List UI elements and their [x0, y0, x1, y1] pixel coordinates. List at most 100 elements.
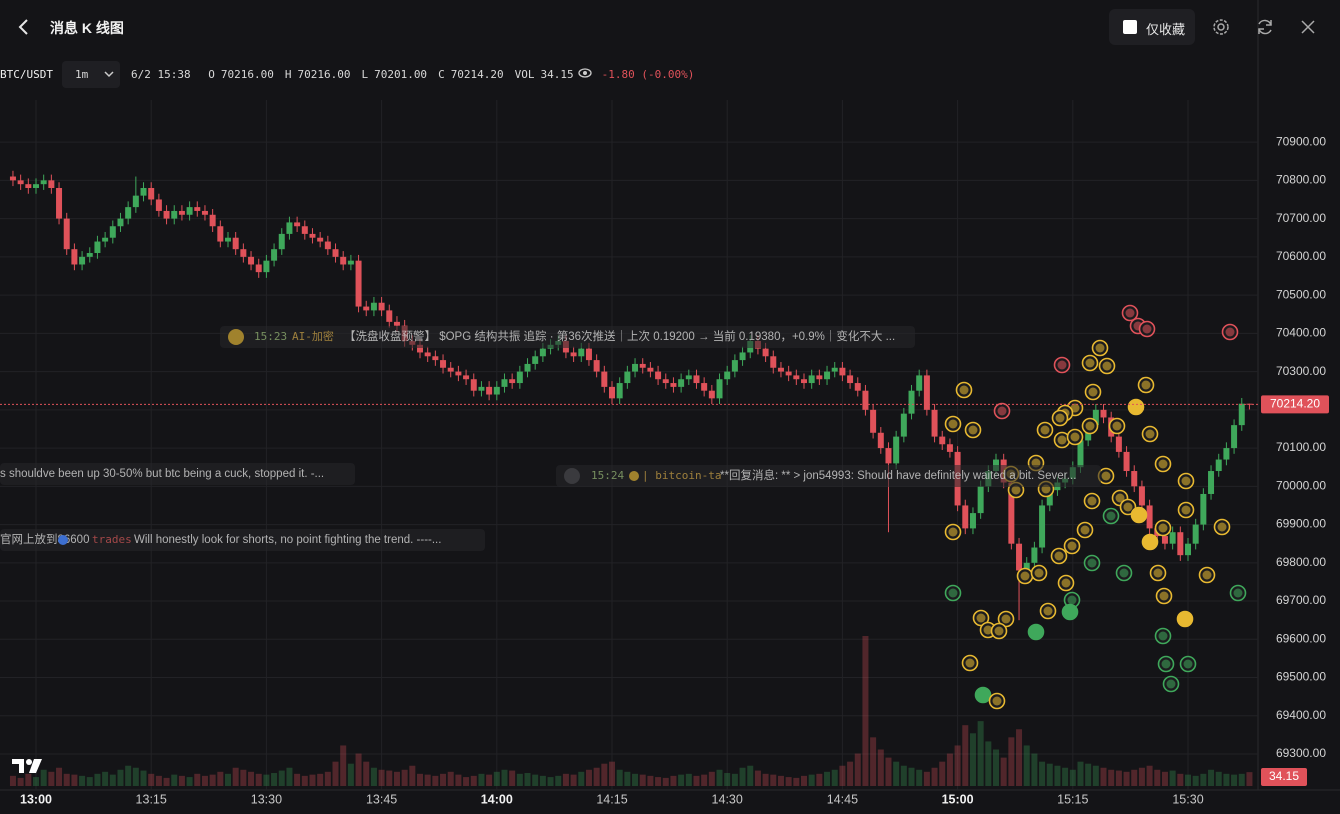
- news-marker[interactable]: [1102, 507, 1120, 525]
- candle-body: [232, 237, 239, 250]
- news-marker[interactable]: [1036, 421, 1054, 439]
- volume-bar: [724, 773, 731, 786]
- news-marker[interactable]: [1084, 383, 1102, 401]
- news-marker[interactable]: [1061, 603, 1079, 621]
- volume-bar: [1046, 763, 1053, 786]
- news-marker[interactable]: [1137, 376, 1155, 394]
- candle-body: [1169, 532, 1176, 544]
- news-marker[interactable]: [1141, 533, 1159, 551]
- news-marker[interactable]: [1076, 521, 1094, 539]
- y-tick-label: 69800.00: [1276, 555, 1326, 569]
- news-marker[interactable]: [944, 523, 962, 541]
- candle-body: [1092, 409, 1099, 426]
- news-marker[interactable]: [1091, 339, 1109, 357]
- news-marker[interactable]: [974, 686, 992, 704]
- legend-value: 70216.00: [297, 68, 351, 81]
- news-marker[interactable]: [955, 381, 973, 399]
- news-marker[interactable]: [1157, 655, 1175, 673]
- news-marker[interactable]: [1130, 506, 1148, 524]
- news-marker[interactable]: [1050, 547, 1068, 565]
- news-marker[interactable]: [1081, 417, 1099, 435]
- news-marker[interactable]: [988, 692, 1006, 710]
- volume-bar: [209, 774, 216, 786]
- candle-body: [493, 386, 500, 395]
- news-marker[interactable]: [1053, 431, 1071, 449]
- news-marker[interactable]: [1229, 584, 1247, 602]
- news-marker[interactable]: [1154, 627, 1172, 645]
- refresh-button[interactable]: [1255, 17, 1275, 37]
- news-marker[interactable]: [1115, 564, 1133, 582]
- volume-bar: [63, 773, 70, 786]
- news-marker[interactable]: [1121, 304, 1139, 322]
- news-item[interactable]: 15:23 AI-加密 【洗盘收盘预警】 $OPG 结构共振 追踪 · 第36次…: [220, 326, 915, 348]
- news-marker[interactable]: [944, 584, 962, 602]
- news-marker[interactable]: [1083, 554, 1101, 572]
- news-marker[interactable]: [1179, 655, 1197, 673]
- news-marker[interactable]: [997, 610, 1015, 628]
- back-button[interactable]: [16, 18, 32, 36]
- news-marker[interactable]: [1063, 591, 1081, 609]
- volume-bar: [1200, 773, 1207, 786]
- news-marker[interactable]: [1176, 610, 1194, 628]
- news-marker[interactable]: [1177, 472, 1195, 490]
- news-marker[interactable]: [1213, 518, 1231, 536]
- news-marker[interactable]: [979, 621, 997, 639]
- candle-body: [708, 390, 715, 399]
- marker-avatar: [1067, 595, 1077, 605]
- news-marker[interactable]: [990, 622, 1008, 640]
- marker-avatar: [1085, 358, 1095, 368]
- news-marker[interactable]: [1162, 675, 1180, 693]
- news-marker[interactable]: [1154, 519, 1172, 537]
- news-marker[interactable]: [1083, 492, 1101, 510]
- news-marker[interactable]: [1081, 354, 1099, 372]
- news-item[interactable]: s shouldve been up 30-50% but btc being …: [0, 463, 355, 485]
- news-marker[interactable]: [1155, 587, 1173, 605]
- news-marker[interactable]: [964, 421, 982, 439]
- volume-bar: [1177, 773, 1184, 786]
- news-marker[interactable]: [1149, 564, 1167, 582]
- news-marker[interactable]: [972, 609, 990, 627]
- news-marker[interactable]: [961, 654, 979, 672]
- avatar: [629, 471, 639, 481]
- news-marker[interactable]: [1221, 323, 1239, 341]
- news-marker[interactable]: [1119, 498, 1137, 516]
- news-marker[interactable]: [1066, 428, 1084, 446]
- volume-bar: [225, 773, 231, 786]
- news-marker[interactable]: [1063, 537, 1081, 555]
- news-marker[interactable]: [1177, 501, 1195, 519]
- visibility-icon[interactable]: [578, 68, 592, 78]
- settings-button[interactable]: [1211, 17, 1231, 37]
- marker-avatar: [1087, 558, 1097, 568]
- news-marker[interactable]: [944, 415, 962, 433]
- news-marker[interactable]: [1141, 425, 1159, 443]
- news-marker[interactable]: [993, 402, 1011, 420]
- candle-body: [378, 302, 385, 311]
- volume-bar: [493, 771, 500, 786]
- news-marker[interactable]: [1016, 567, 1034, 585]
- volume-bar: [1023, 745, 1030, 786]
- interval-select[interactable]: 1m: [62, 61, 120, 88]
- news-marker[interactable]: [1127, 398, 1145, 416]
- candle-body: [977, 486, 984, 514]
- volume-bar: [632, 773, 639, 786]
- news-item[interactable]: 官网上放到86600 trades Will honestly look for…: [0, 529, 485, 551]
- news-marker[interactable]: [1108, 417, 1126, 435]
- close-button[interactable]: [1300, 19, 1316, 35]
- news-marker[interactable]: [1198, 566, 1216, 584]
- news-item[interactable]: 15:24 | bitcoin-ta **回复消息: ** > jon54993…: [556, 465, 1101, 487]
- news-marker[interactable]: [1027, 623, 1045, 641]
- news-marker[interactable]: [1138, 320, 1156, 338]
- volume-bar: [946, 753, 953, 786]
- news-marker[interactable]: [1053, 356, 1071, 374]
- news-marker[interactable]: [1057, 574, 1075, 592]
- news-marker[interactable]: [1098, 357, 1116, 375]
- news-marker[interactable]: [1097, 467, 1115, 485]
- news-marker[interactable]: [1051, 409, 1069, 427]
- news-marker[interactable]: [1154, 455, 1172, 473]
- news-marker[interactable]: [1030, 564, 1048, 582]
- checkbox[interactable]: [1123, 20, 1137, 34]
- candle-body: [370, 302, 377, 311]
- favorites-toggle[interactable]: 仅收藏: [1109, 9, 1195, 45]
- news-marker[interactable]: [1039, 602, 1057, 620]
- candle-body: [1238, 403, 1245, 426]
